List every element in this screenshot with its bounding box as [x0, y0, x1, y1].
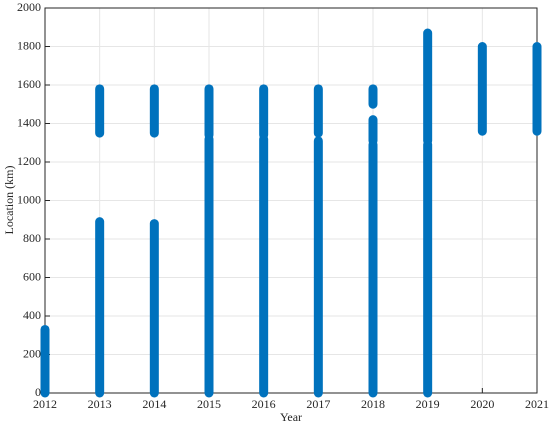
- y-tick-label: 600: [23, 269, 41, 283]
- x-tick-label: 2016: [252, 397, 276, 411]
- y-tick-label: 1200: [17, 154, 41, 168]
- y-tick-label: 1800: [17, 38, 41, 52]
- x-tick-label: 2015: [197, 397, 221, 411]
- plot-frame: [44, 7, 538, 394]
- x-tick-label: 2018: [361, 397, 385, 411]
- y-tick-label: 1600: [17, 77, 41, 91]
- y-tick-label: 800: [23, 231, 41, 245]
- y-tick-label: 1000: [17, 192, 41, 206]
- x-tick-label: 2014: [142, 397, 166, 411]
- x-tick-label: 2017: [306, 397, 330, 411]
- y-tick-label: 2000: [17, 0, 41, 14]
- x-axis-label: Year: [280, 410, 302, 424]
- x-tick-label: 2021: [525, 397, 549, 411]
- x-tick-label: 2013: [88, 397, 112, 411]
- x-tick-label: 2020: [470, 397, 494, 411]
- x-tick-label: 2012: [33, 397, 57, 411]
- x-tick-label: 2019: [416, 397, 440, 411]
- y-tick-label: 1400: [17, 115, 41, 129]
- y-tick-label: 200: [23, 346, 41, 360]
- y-axis-label: Location (km): [2, 166, 16, 235]
- y-tick-label: 400: [23, 308, 41, 322]
- y-tick-label: 0: [35, 385, 41, 399]
